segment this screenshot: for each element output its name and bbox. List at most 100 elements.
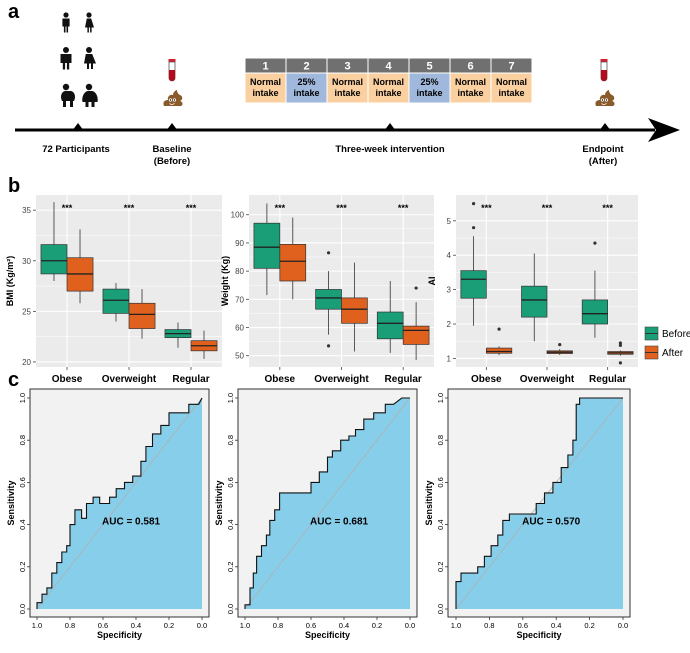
box-before: [460, 270, 487, 299]
outlier-point: [618, 341, 623, 345]
y-tick-label: 2: [447, 320, 452, 329]
x-axis-title: Specificity: [516, 630, 561, 640]
y-tick-label: 30: [22, 257, 31, 266]
day-intake-cell: [367, 72, 410, 104]
box-before: [102, 288, 130, 314]
y-tick-label: 0.2: [226, 562, 235, 572]
roc-curve: [36, 397, 203, 609]
male-obese-icon: [61, 83, 75, 107]
significance-marker: ***: [186, 203, 197, 213]
y-tick-label: 3: [447, 286, 452, 295]
x-tick-label: Regular: [589, 374, 626, 385]
x-tick-label: 0.6: [306, 621, 316, 630]
outlier-point: [593, 241, 597, 245]
x-tick-label: 0.4: [339, 621, 349, 630]
x-tick-label: Obese: [52, 374, 83, 385]
significance-marker: ***: [398, 203, 409, 213]
stool-sample-icon: [163, 89, 183, 107]
x-tick-label: 0.2: [164, 621, 174, 630]
legend: Before After: [644, 326, 690, 360]
y-tick-label: 0.2: [18, 562, 27, 572]
y-tick-label: 0.6: [18, 477, 27, 487]
day-intake-label: intake: [375, 88, 401, 98]
y-tick-label: 5: [447, 217, 452, 226]
y-tick-label: 0.8: [18, 435, 27, 445]
panel-label-a: a: [8, 1, 20, 23]
significance-marker: ***: [62, 203, 73, 213]
day-number: 5: [426, 61, 432, 73]
x-tick-label: 0.6: [98, 621, 108, 630]
y-tick-label: 0.8: [226, 435, 235, 445]
y-tick-label: 0.6: [436, 477, 445, 487]
day-intake-label: intake: [252, 88, 278, 98]
box-before: [40, 244, 68, 275]
timeline-arrowhead: [648, 118, 680, 142]
x-axis-title: Specificity: [305, 630, 350, 640]
significance-marker: ***: [481, 203, 492, 213]
day-intake-cell: [326, 72, 369, 104]
y-axis-title: AI: [427, 277, 437, 286]
box-before: [376, 311, 404, 340]
outlier-point: [558, 343, 562, 347]
day-intake-label: Normal: [250, 77, 281, 87]
x-tick-label: 0.6: [518, 621, 528, 630]
significance-marker: ***: [602, 203, 613, 213]
significance-marker: ***: [275, 203, 286, 213]
significance-marker: ***: [124, 203, 135, 213]
day-number: 7: [508, 61, 514, 73]
outlier-point: [471, 226, 476, 230]
endpoint-label: Endpoint: [582, 144, 624, 155]
y-tick-label: 80: [235, 267, 244, 276]
female-obese-icon: [82, 83, 98, 107]
box-after: [485, 347, 513, 354]
legend-before-label: Before: [662, 329, 690, 340]
female-lean-icon: [85, 12, 94, 33]
participant-icons: [60, 12, 98, 107]
y-tick-label: 0.2: [436, 562, 445, 572]
timeline-marker: [599, 123, 611, 131]
x-tick-label: Obese: [265, 374, 296, 385]
day-intake-cell: [244, 72, 287, 104]
y-tick-label: 35: [22, 206, 31, 215]
significance-marker: ***: [542, 203, 553, 213]
baseline-sublabel: (Before): [154, 156, 190, 167]
reference-diagonal: [244, 397, 411, 610]
box-after: [402, 325, 430, 345]
y-tick-label: 0.6: [226, 477, 235, 487]
y-tick-label: 0.0: [436, 604, 445, 614]
y-tick-label: 0.4: [226, 519, 235, 529]
day-intake-cell: [490, 72, 533, 104]
y-axis-title: Sensitivity: [424, 480, 434, 525]
significance-marker: ***: [336, 203, 347, 213]
x-tick-label: Overweight: [520, 374, 575, 385]
outlier-point: [471, 202, 476, 206]
roc-chart: AUC = 0.581 1.0 0.8 0.6 0.4 0.2 0.0 0.0 0.2 0.4 0.…: [6, 388, 210, 640]
x-tick-label: 0.0: [618, 621, 628, 630]
x-tick-label: Regular: [172, 374, 209, 385]
box-after: [279, 243, 307, 282]
baseline-label: Baseline: [152, 144, 191, 155]
x-tick-label: 1.0: [32, 621, 42, 630]
y-tick-label: 1.0: [18, 393, 27, 403]
blood-tube-icon: [168, 58, 176, 82]
legend-after-label: After: [662, 348, 684, 359]
day-intake-label: Normal: [455, 77, 486, 87]
blood-tube-icon: [600, 58, 608, 82]
x-tick-label: 0.4: [551, 621, 561, 630]
box-before: [581, 299, 609, 325]
y-axis-title: Sensitivity: [6, 480, 16, 525]
endpoint-sublabel: (After): [589, 156, 618, 167]
y-tick-label: 0.4: [436, 519, 445, 529]
day-number: 3: [344, 61, 350, 73]
day-intake-label: Normal: [496, 77, 527, 87]
box-before: [521, 285, 548, 318]
auc-label: AUC = 0.581: [102, 517, 161, 528]
roc-curve: [244, 397, 410, 609]
y-tick-label: 90: [235, 239, 244, 248]
y-axis-title: Weight (Kg): [220, 256, 230, 306]
day-intake-label: intake: [457, 88, 483, 98]
y-tick-label: 0.8: [436, 435, 445, 445]
x-tick-label: 1.0: [451, 621, 461, 630]
participants-label: 72 Participants: [42, 144, 110, 155]
day-intake-cell: [408, 72, 451, 104]
